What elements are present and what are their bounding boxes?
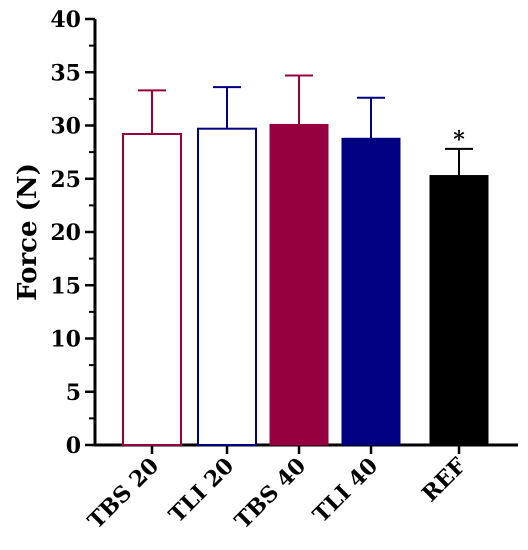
y-tick-label: 15 xyxy=(50,273,81,299)
x-tick-label: TLI 20 xyxy=(164,453,239,528)
y-tick-label: 25 xyxy=(50,167,81,193)
x-tick-label: TBS 20 xyxy=(83,453,164,534)
bar xyxy=(122,133,182,447)
significance-marker: * xyxy=(453,127,465,153)
y-tick-label: 35 xyxy=(50,60,81,86)
bar xyxy=(429,175,489,446)
y-axis-label: Force (N) xyxy=(13,163,43,301)
y-tick-label: 5 xyxy=(66,380,81,406)
bar xyxy=(269,123,329,446)
y-tick-label: 0 xyxy=(66,433,81,459)
x-tick-label: TBS 40 xyxy=(230,453,311,534)
y-tick-label: 30 xyxy=(50,114,81,140)
y-tick-label: 10 xyxy=(50,327,81,353)
y-tick-label: 20 xyxy=(50,220,81,246)
y-tick-label: 40 xyxy=(50,7,81,33)
x-tick-label: TLI 40 xyxy=(308,453,383,528)
bar xyxy=(197,127,257,446)
bars xyxy=(122,74,489,447)
x-tick-label: REF xyxy=(417,453,471,507)
bar xyxy=(341,137,401,446)
